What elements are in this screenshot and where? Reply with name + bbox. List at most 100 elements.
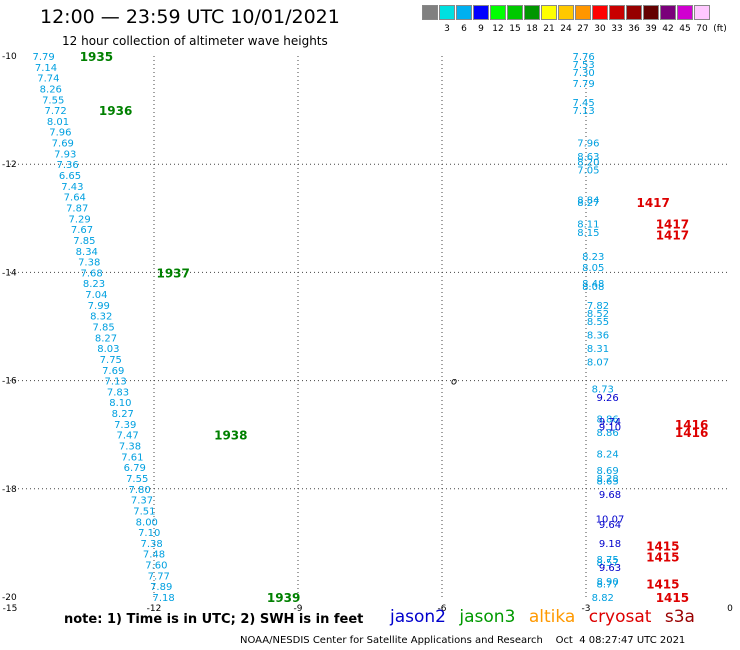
time-label: 1939 [267, 591, 300, 605]
time-label: 1415 [656, 591, 689, 605]
scale-label: 15 [509, 24, 521, 34]
wave-height-label: 8.27 [577, 198, 599, 209]
wave-height-label: 8.57 [596, 558, 618, 569]
wave-height-label: 7.89 [150, 582, 172, 593]
wave-height-label: 8.24 [596, 450, 618, 461]
wave-height-label: 9.64 [599, 520, 621, 531]
wave-height-label: 8.26 [40, 84, 62, 95]
wave-height-label: 8.20 [577, 157, 599, 168]
wave-height-label: 7.72 [44, 106, 66, 117]
wave-height-label: 8.86 [596, 414, 618, 425]
wave-height-label: 9.26 [596, 393, 618, 404]
chart-subtitle: 12 hour collection of altimeter wave hei… [62, 34, 328, 48]
legend-s3a: s3a [664, 607, 695, 627]
time-label: 1416 [675, 426, 708, 440]
chart-title: 12:00 — 23:59 UTC 10/01/2021 [40, 6, 340, 28]
time-label: 1415 [646, 550, 679, 564]
wave-height-label: 7.60 [145, 561, 167, 572]
wave-height-label: 8.28 [596, 474, 618, 485]
scale-label: 27 [577, 24, 589, 34]
wave-height-label: 8.10 [109, 398, 131, 409]
wave-height-label: 8.03 [97, 344, 119, 355]
wave-height-label: 8.34 [76, 247, 98, 258]
wave-height-label: 8.36 [587, 331, 609, 342]
scale-label: 24 [560, 24, 572, 34]
legend-cryosat: cryosat [588, 607, 652, 627]
x-tick-label: -3 [582, 604, 591, 614]
time-label: 1416 [675, 418, 708, 432]
wave-height-label: 8.48 [582, 279, 604, 290]
wave-height-label: 8.77 [596, 579, 618, 590]
legend-jason2: jason2 [390, 607, 446, 627]
time-label: 1935 [80, 50, 113, 64]
scale-swatch [609, 5, 625, 20]
wave-height-label: 7.55 [42, 95, 64, 106]
wave-height-label: 7.79 [572, 79, 594, 90]
wave-height-label: 7.05 [577, 166, 599, 177]
wave-height-label: 8.86 [596, 428, 618, 439]
wave-height-label: 7.77 [148, 571, 170, 582]
wave-height-label: 9.63 [599, 563, 621, 574]
scale-swatch [473, 5, 489, 20]
wave-height-label: 7.87 [66, 203, 88, 214]
scale-swatch [592, 5, 608, 20]
scale-swatch [524, 5, 540, 20]
wave-height-label: 8.52 [587, 309, 609, 320]
wave-height-label: 6.79 [124, 463, 146, 474]
scale-label: 6 [461, 24, 467, 34]
scale-swatch [660, 5, 676, 20]
wave-height-label: 7.74 [37, 74, 59, 85]
wave-height-label: 7.10 [138, 528, 160, 539]
wave-height-label: 7.75 [100, 355, 122, 366]
wave-height-label: 7.96 [577, 139, 599, 150]
note-text: note: 1) Time is in UTC; 2) SWH is in fe… [64, 612, 364, 627]
wave-height-label: 8.07 [587, 358, 609, 369]
wave-height-label: 7.38 [119, 442, 141, 453]
y-tick-label: -10 [2, 52, 17, 62]
wave-height-label: 8.63 [577, 152, 599, 163]
wave-height-label: 8.32 [90, 312, 112, 323]
wave-height-label: 7.18 [152, 593, 174, 604]
wave-height-label: 7.96 [49, 128, 71, 139]
x-tick-label: -15 [3, 604, 18, 614]
time-label: 1417 [656, 218, 689, 232]
wave-height-label: 8.00 [136, 517, 158, 528]
scale-label: 33 [611, 24, 623, 34]
wave-height-label: 7.64 [64, 193, 86, 204]
wave-height-label: 9.74 [599, 417, 621, 428]
wave-height-label: 7.55 [126, 474, 148, 485]
time-label: 1936 [99, 104, 132, 118]
y-tick-label: -20 [2, 593, 17, 603]
y-tick-label: -12 [2, 160, 17, 170]
scale-swatch [456, 5, 472, 20]
scale-label: 39 [645, 24, 657, 34]
scale-label: 70 [696, 24, 708, 34]
wave-height-label: 8.69 [596, 466, 618, 477]
satellite-legend: jason2 jason3 altika cryosat s3a [390, 607, 703, 627]
wave-height-label: 7.79 [32, 52, 54, 63]
scale-swatch [490, 5, 506, 20]
wave-height-label: 7.38 [140, 539, 162, 550]
scale-swatch [626, 5, 642, 20]
x-tick-label: -12 [147, 604, 162, 614]
wave-height-label: 9.10 [599, 423, 621, 434]
scale-label: 36 [628, 24, 640, 34]
wave-height-label: 8.31 [587, 344, 609, 355]
wave-height-label: 7.51 [133, 506, 155, 517]
x-tick-label: -9 [294, 604, 303, 614]
time-label: 1417 [656, 229, 689, 243]
x-tick-label: -6 [438, 604, 447, 614]
wave-height-label: 7.68 [80, 268, 102, 279]
legend-jason3: jason3 [459, 607, 516, 627]
scale-swatch [541, 5, 557, 20]
wave-height-label: 8.73 [592, 385, 614, 396]
wave-height-label: 7.38 [78, 258, 100, 269]
wave-height-label: 8.23 [582, 252, 604, 263]
wave-height-label: 8.15 [577, 228, 599, 239]
wave-height-label: 7.83 [107, 387, 129, 398]
wave-height-label: 8.82 [592, 593, 614, 604]
scale-swatch [558, 5, 574, 20]
wave-height-label: 7.04 [85, 290, 107, 301]
scale-label: 3 [444, 24, 450, 34]
